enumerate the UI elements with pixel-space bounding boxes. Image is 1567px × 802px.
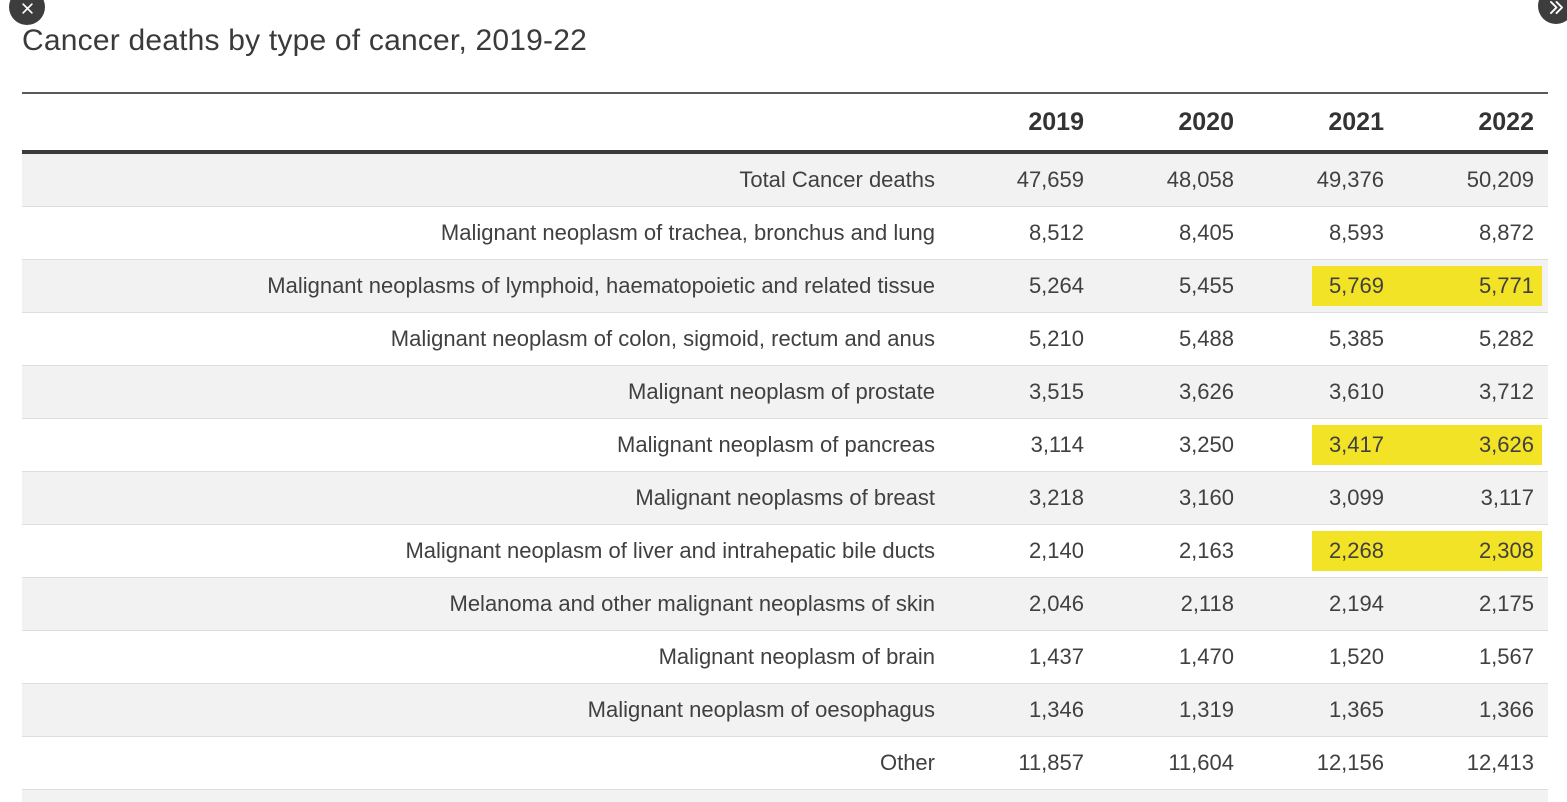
value-cell: 3,626 bbox=[1478, 432, 1534, 457]
value-cell: 2,046 bbox=[1028, 591, 1084, 616]
value-cell: 1,520 bbox=[1328, 644, 1384, 669]
table-body: Total Cancer deaths 47,659 48,058 49,376 50,… bbox=[22, 154, 1548, 790]
value-cell: 3,610 bbox=[1328, 379, 1384, 404]
value-cell: 2,194 bbox=[1328, 591, 1384, 616]
table-row: Total Cancer deaths 47,659 48,058 49,376 50,… bbox=[22, 154, 1548, 207]
highlight-band bbox=[1312, 266, 1542, 306]
page-title: Cancer deaths by type of cancer, 2019-22 bbox=[22, 24, 588, 57]
table-row: Malignant neoplasm of brain 1,437 1,470 1,5… bbox=[22, 631, 1548, 684]
value-cell: 1,366 bbox=[1478, 697, 1534, 722]
highlight-band bbox=[1312, 425, 1542, 465]
value-cell: 3,250 bbox=[1178, 432, 1234, 457]
data-table: 2019 2020 2021 2022 Total Cancer deaths 47,6… bbox=[22, 92, 1548, 802]
chevron-double-right-icon bbox=[1547, 0, 1566, 20]
table-row: Malignant neoplasms of lymphoid, haemato… bbox=[22, 260, 1548, 313]
table-row: Malignant neoplasm of pancreas 3,114 3,250… bbox=[22, 419, 1548, 472]
value-cell: 3,099 bbox=[1328, 485, 1384, 510]
table-row: Malignant neoplasms of breast 3,218 3,160 3… bbox=[22, 472, 1548, 525]
highlight-band bbox=[1312, 531, 1542, 571]
row-label: Malignant neoplasms of breast bbox=[635, 485, 935, 510]
table-header-row: 2019 2020 2021 2022 bbox=[22, 94, 1548, 154]
value-cell: 8,405 bbox=[1178, 220, 1234, 245]
column-header: 2022 bbox=[1478, 107, 1534, 136]
value-cell: 11,857 bbox=[1018, 750, 1084, 775]
value-cell: 50,209 bbox=[1466, 167, 1534, 192]
value-cell: 48,058 bbox=[1166, 167, 1234, 192]
row-label: Malignant neoplasm of colon, sigmoid, re… bbox=[390, 326, 935, 351]
value-cell: 1,365 bbox=[1328, 697, 1384, 722]
value-cell: 12,413 bbox=[1466, 750, 1534, 775]
value-cell: 5,769 bbox=[1328, 273, 1384, 298]
value-cell: 2,118 bbox=[1180, 591, 1234, 616]
value-cell: 5,771 bbox=[1478, 273, 1534, 298]
partial-next-row bbox=[22, 790, 1548, 802]
value-cell: 1,437 bbox=[1028, 644, 1084, 669]
value-cell: 2,268 bbox=[1328, 538, 1384, 563]
value-cell: 2,175 bbox=[1478, 591, 1534, 616]
row-label: Total Cancer deaths bbox=[739, 167, 935, 192]
row-label: Malignant neoplasm of trachea, bronchus … bbox=[440, 220, 935, 245]
column-header: 2020 bbox=[1178, 107, 1234, 136]
value-cell: 8,512 bbox=[1028, 220, 1084, 245]
column-header: 2019 bbox=[1028, 107, 1084, 136]
row-label: Malignant neoplasm of prostate bbox=[628, 379, 935, 404]
table-row: Malignant neoplasm of colon, sigmoid, re… bbox=[22, 313, 1548, 366]
table-row: Malignant neoplasm of oesophagus 1,346 1,3… bbox=[22, 684, 1548, 737]
value-cell: 5,455 bbox=[1178, 273, 1234, 298]
value-cell: 3,626 bbox=[1178, 379, 1234, 404]
value-cell: 8,593 bbox=[1328, 220, 1384, 245]
table-row: Melanoma and other malignant neoplasms o… bbox=[22, 578, 1548, 631]
table-row: Malignant neoplasm of prostate 3,515 3,626… bbox=[22, 366, 1548, 419]
value-cell: 3,712 bbox=[1478, 379, 1534, 404]
row-label: Malignant neoplasm of pancreas bbox=[617, 432, 935, 457]
value-cell: 1,567 bbox=[1478, 644, 1534, 669]
row-label: Malignant neoplasm of liver and intrahep… bbox=[405, 538, 935, 563]
value-cell: 2,140 bbox=[1028, 538, 1084, 563]
close-button[interactable] bbox=[9, 0, 45, 25]
value-cell: 47,659 bbox=[1016, 167, 1084, 192]
value-cell: 3,117 bbox=[1480, 485, 1534, 510]
value-cell: 49,376 bbox=[1316, 167, 1384, 192]
table-row: Malignant neoplasm of trachea, bronchus … bbox=[22, 207, 1548, 260]
value-cell: 1,470 bbox=[1178, 644, 1234, 669]
value-cell: 1,346 bbox=[1028, 697, 1084, 722]
table-row: Malignant neoplasm of liver and intrahep… bbox=[22, 525, 1548, 578]
value-cell: 5,210 bbox=[1028, 326, 1084, 351]
value-cell: 2,163 bbox=[1178, 538, 1234, 563]
value-cell: 5,488 bbox=[1178, 326, 1234, 351]
value-cell: 3,515 bbox=[1028, 379, 1084, 404]
value-cell: 2,308 bbox=[1478, 538, 1534, 563]
value-cell: 11,604 bbox=[1168, 750, 1234, 775]
value-cell: 3,114 bbox=[1030, 432, 1084, 457]
row-label: Malignant neoplasm of brain bbox=[658, 644, 935, 669]
value-cell: 3,160 bbox=[1178, 485, 1234, 510]
value-cell: 5,385 bbox=[1328, 326, 1384, 351]
value-cell: 12,156 bbox=[1316, 750, 1384, 775]
value-cell: 8,872 bbox=[1478, 220, 1534, 245]
column-header: 2021 bbox=[1328, 107, 1384, 136]
value-cell: 3,218 bbox=[1028, 485, 1084, 510]
value-cell: 5,282 bbox=[1478, 326, 1534, 351]
value-cell: 1,319 bbox=[1178, 697, 1234, 722]
row-label: Melanoma and other malignant neoplasms o… bbox=[449, 591, 936, 616]
close-icon bbox=[20, 1, 35, 19]
value-cell: 3,417 bbox=[1328, 432, 1384, 457]
row-label: Other bbox=[879, 750, 935, 775]
value-cell: 5,264 bbox=[1028, 273, 1084, 298]
table-row: Other 11,857 11,604 12,156 12,413 bbox=[22, 737, 1548, 790]
row-label: Malignant neoplasms of lymphoid, haemato… bbox=[267, 273, 935, 298]
row-label: Malignant neoplasm of oesophagus bbox=[587, 697, 935, 722]
